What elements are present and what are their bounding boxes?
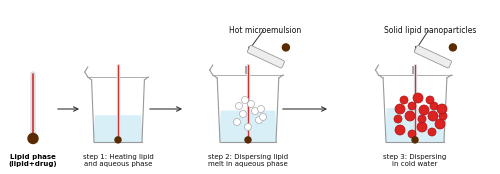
Circle shape (408, 130, 416, 138)
Circle shape (234, 118, 240, 125)
Circle shape (256, 117, 262, 124)
Circle shape (240, 110, 246, 117)
Circle shape (428, 111, 438, 121)
Circle shape (426, 96, 434, 104)
Circle shape (413, 93, 423, 103)
Circle shape (394, 115, 402, 123)
Circle shape (408, 102, 416, 110)
Circle shape (395, 125, 405, 135)
Circle shape (28, 133, 38, 144)
Circle shape (244, 124, 252, 130)
Circle shape (419, 105, 429, 115)
Circle shape (417, 122, 427, 132)
Circle shape (437, 104, 447, 114)
Circle shape (428, 128, 436, 136)
Circle shape (435, 119, 445, 129)
Circle shape (430, 102, 438, 110)
Text: Hot microemulsion: Hot microemulsion (229, 26, 301, 35)
Circle shape (418, 115, 426, 123)
Circle shape (282, 44, 290, 51)
Text: step 3: Dispersing
in cold water: step 3: Dispersing in cold water (384, 154, 446, 167)
Polygon shape (220, 111, 276, 142)
Circle shape (450, 44, 456, 51)
FancyBboxPatch shape (248, 45, 284, 68)
FancyBboxPatch shape (414, 45, 452, 68)
Circle shape (405, 111, 415, 121)
Circle shape (236, 102, 242, 109)
Polygon shape (386, 109, 444, 142)
Text: Lipid phase
(lipid+drug): Lipid phase (lipid+drug) (8, 154, 58, 167)
Circle shape (439, 112, 447, 120)
Circle shape (412, 137, 418, 143)
Circle shape (260, 113, 266, 121)
Circle shape (245, 137, 251, 143)
Polygon shape (94, 116, 142, 142)
Text: step 2: Dispersing lipid
melt in aqueous phase: step 2: Dispersing lipid melt in aqueous… (208, 154, 288, 167)
Circle shape (248, 101, 254, 108)
Text: Solid lipid nanoparticles: Solid lipid nanoparticles (384, 26, 476, 35)
Circle shape (395, 104, 405, 114)
Circle shape (115, 137, 121, 143)
Text: step 1: Heating lipid
and aqueous phase: step 1: Heating lipid and aqueous phase (82, 154, 154, 167)
Circle shape (252, 108, 258, 114)
Circle shape (400, 96, 408, 104)
Circle shape (242, 97, 248, 104)
Circle shape (258, 105, 264, 113)
